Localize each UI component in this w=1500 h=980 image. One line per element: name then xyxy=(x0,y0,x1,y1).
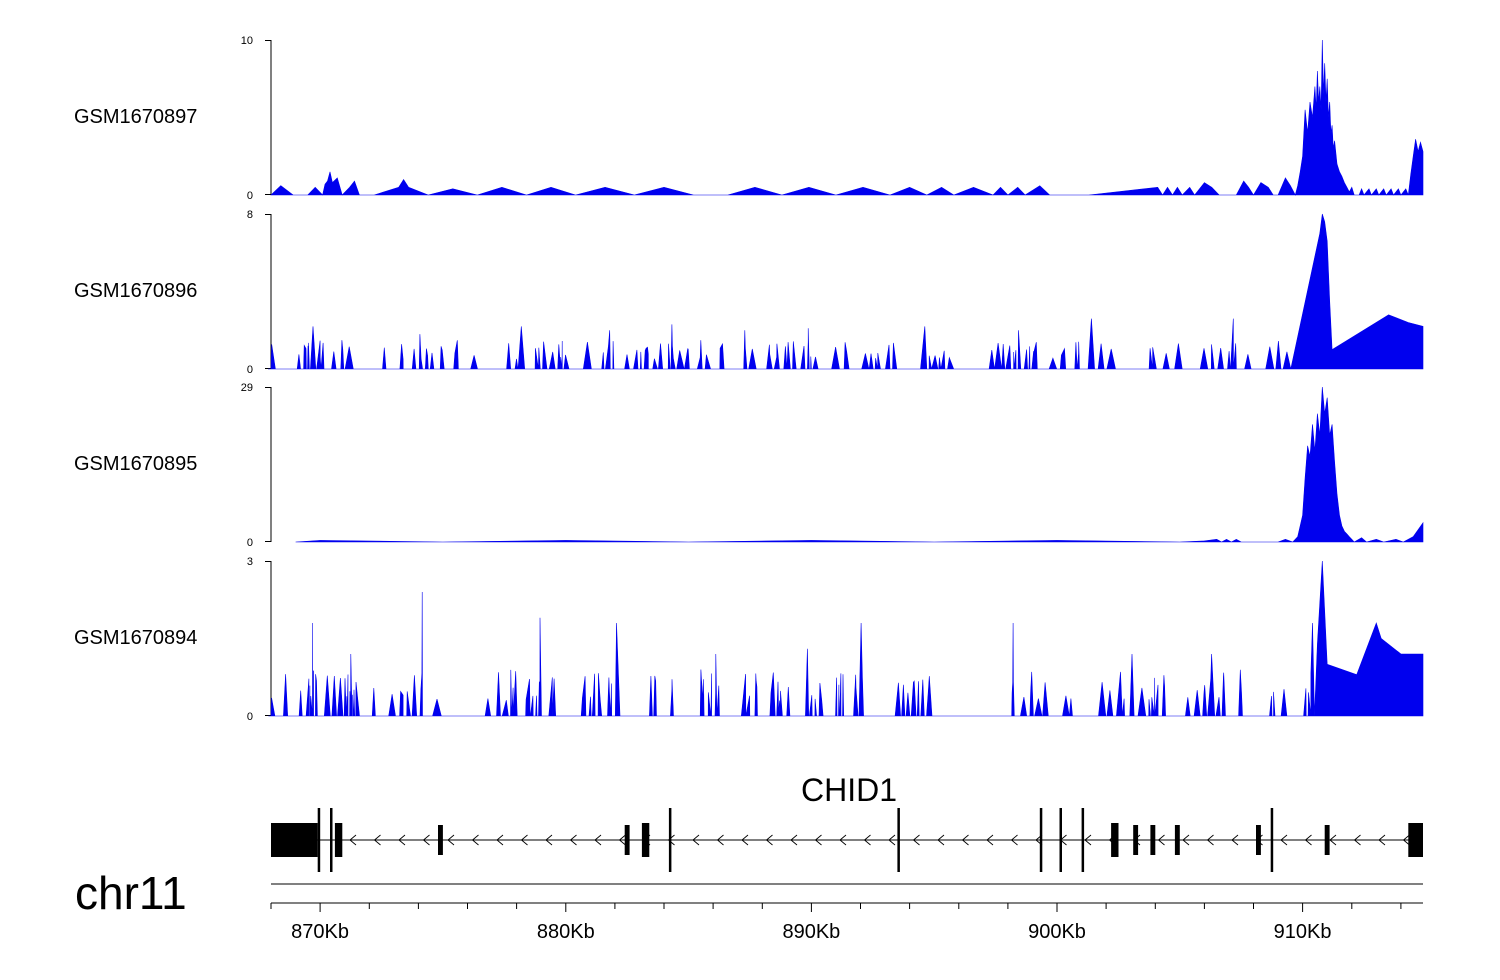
strand-chevron xyxy=(1304,834,1312,846)
strand-chevron xyxy=(814,834,822,846)
strand-chevron xyxy=(986,834,994,846)
ytick-min-label-0: 0 xyxy=(247,190,253,202)
strand-chevron xyxy=(1157,834,1165,846)
strand-chevron xyxy=(863,834,871,846)
strand-chevron xyxy=(1010,834,1018,846)
exon-block-13 xyxy=(1133,825,1139,855)
strand-chevron xyxy=(471,834,479,846)
coverage-area-1 xyxy=(268,213,1424,370)
ytick-min-label-3: 0 xyxy=(247,711,253,723)
exon-block-17 xyxy=(1270,808,1274,872)
coverage-area-2 xyxy=(295,386,1424,543)
strand-chevron xyxy=(422,834,430,846)
track-label-1: GSM1670896 xyxy=(74,280,197,302)
track-label-0: GSM1670897 xyxy=(74,106,197,128)
exon-block-2 xyxy=(330,808,333,872)
exon-block-6 xyxy=(641,823,650,857)
strand-chevron xyxy=(1182,834,1190,846)
strand-chevron xyxy=(1402,834,1410,846)
exon-block-3 xyxy=(334,823,343,857)
gene-name-label: CHID1 xyxy=(801,772,897,808)
ytick-max-label-3: 3 xyxy=(247,556,253,568)
ruler-tick-label-2: 890Kb xyxy=(782,921,840,943)
exon-block-10 xyxy=(1059,808,1062,872)
exon-block-12 xyxy=(1111,823,1119,857)
strand-chevron xyxy=(520,834,528,846)
strand-chevron xyxy=(447,834,455,846)
strand-chevron xyxy=(569,834,577,846)
ytick-max-label-0: 10 xyxy=(241,35,253,47)
ruler-tick-label-0: 870Kb xyxy=(291,921,349,943)
strand-chevron xyxy=(496,834,504,846)
exon-block-11 xyxy=(1081,808,1085,872)
strand-chevron xyxy=(594,834,602,846)
strand-chevron xyxy=(716,834,724,846)
exon-block-8 xyxy=(897,808,900,872)
strand-chevron xyxy=(1231,834,1239,846)
exon-block-7 xyxy=(668,808,672,872)
strand-chevron xyxy=(1084,834,1092,846)
exon-block-1 xyxy=(317,808,321,872)
ytick-max-label-2: 29 xyxy=(241,382,253,394)
exon-block-5 xyxy=(624,825,630,855)
exon-block-19 xyxy=(1408,823,1423,857)
ruler-tick-label-3: 900Kb xyxy=(1028,921,1086,943)
track-label-3: GSM1670894 xyxy=(74,627,197,649)
strand-chevron xyxy=(398,834,406,846)
coverage-area-3 xyxy=(268,560,1424,717)
exon-block-9 xyxy=(1039,808,1043,872)
exon-block-18 xyxy=(1324,825,1330,855)
strand-chevron xyxy=(667,834,675,846)
chromosome-label: chr11 xyxy=(75,867,187,919)
strand-chevron xyxy=(961,834,969,846)
strand-chevron xyxy=(888,834,896,846)
strand-chevron xyxy=(1280,834,1288,846)
strand-chevron xyxy=(1353,834,1361,846)
coverage-area-0 xyxy=(270,39,1424,196)
exon-block-0 xyxy=(271,823,318,857)
ytick-min-label-2: 0 xyxy=(247,537,253,549)
exon-block-15 xyxy=(1174,825,1180,855)
strand-chevron xyxy=(839,834,847,846)
track-label-2: GSM1670895 xyxy=(74,453,197,475)
strand-chevron xyxy=(1329,834,1337,846)
strand-chevron xyxy=(765,834,773,846)
strand-chevron xyxy=(545,834,553,846)
strand-chevron xyxy=(741,834,749,846)
strand-chevron xyxy=(349,834,357,846)
ruler-tick-label-4: 910Kb xyxy=(1274,921,1332,943)
ytick-max-label-1: 8 xyxy=(247,209,253,221)
strand-chevron xyxy=(692,834,700,846)
strand-chevron xyxy=(912,834,920,846)
exon-block-4 xyxy=(438,825,443,855)
ytick-min-label-1: 0 xyxy=(247,364,253,376)
strand-chevron xyxy=(1378,834,1386,846)
ruler-tick-label-1: 880Kb xyxy=(537,921,595,943)
exon-block-16 xyxy=(1256,825,1261,855)
strand-chevron xyxy=(937,834,945,846)
strand-chevron xyxy=(790,834,798,846)
strand-chevron xyxy=(1206,834,1214,846)
strand-chevron xyxy=(618,834,626,846)
strand-chevron xyxy=(373,834,381,846)
exon-block-14 xyxy=(1150,825,1156,855)
